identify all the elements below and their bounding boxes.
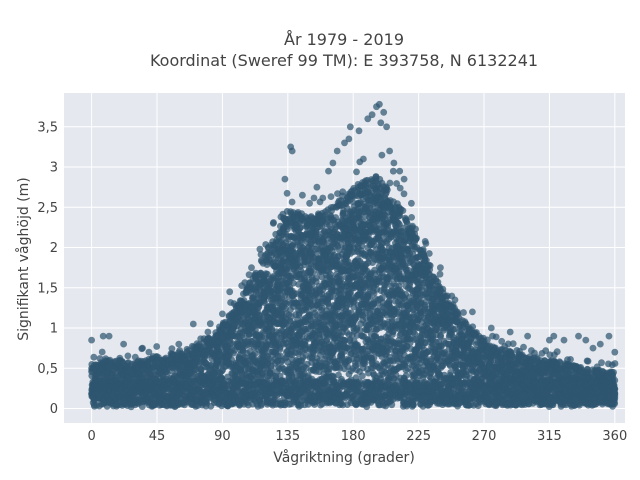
chart-title-line-1: År 1979 - 2019 bbox=[284, 30, 404, 49]
data-point bbox=[284, 225, 291, 233]
data-point bbox=[359, 372, 366, 380]
data-points-layer bbox=[88, 100, 619, 411]
data-point bbox=[268, 365, 275, 372]
data-point bbox=[289, 242, 296, 249]
chart-title-line-2: Koordinat (Sweref 99 TM): E 393758, N 61… bbox=[150, 51, 538, 70]
data-point bbox=[263, 270, 271, 278]
data-point bbox=[290, 279, 297, 287]
data-point bbox=[384, 186, 391, 194]
data-point bbox=[276, 345, 284, 353]
data-point bbox=[257, 402, 265, 409]
